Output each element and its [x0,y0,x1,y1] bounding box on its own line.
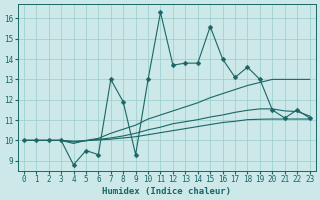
X-axis label: Humidex (Indice chaleur): Humidex (Indice chaleur) [102,187,231,196]
